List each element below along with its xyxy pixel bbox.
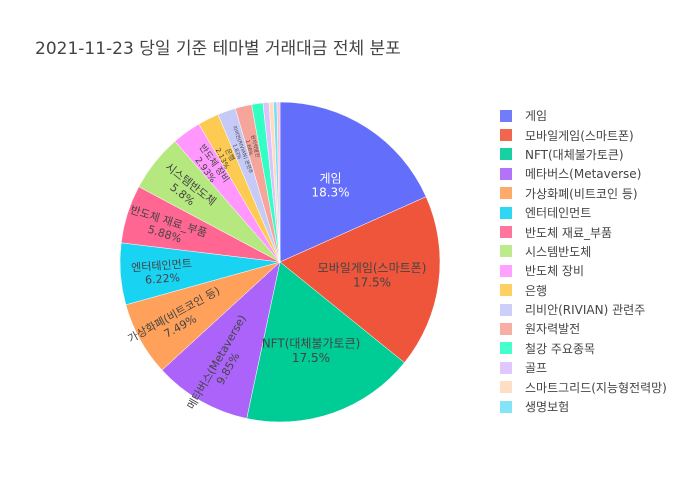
legend-item[interactable]: 시스템반도체 xyxy=(500,242,700,261)
legend-label: 시스템반도체 xyxy=(525,244,592,259)
legend-label: NFT(대체불가토큰) xyxy=(525,147,624,162)
legend-swatch xyxy=(500,148,512,161)
pie-slice[interactable] xyxy=(279,101,427,263)
pie-slices xyxy=(119,101,441,423)
legend-label: 메타버스(Metaverse) xyxy=(525,167,642,182)
legend-swatch xyxy=(500,167,512,180)
legend-label: 반도체 재료_부품 xyxy=(525,225,613,240)
legend-swatch xyxy=(500,322,512,335)
legend-item[interactable]: 리비안(RIVIAN) 관련주 xyxy=(500,300,700,319)
legend-item[interactable]: 스마트그리드(지능형전력망) xyxy=(500,377,700,396)
pie-slice[interactable] xyxy=(246,261,405,423)
legend-item[interactable]: 게임 xyxy=(500,106,700,125)
legend-label: 모바일게임(스마트폰) xyxy=(525,128,634,143)
legend-item[interactable]: 생명보험 xyxy=(500,397,700,416)
legend-swatch xyxy=(500,129,512,142)
legend-item[interactable]: 메타버스(Metaverse) xyxy=(500,164,700,183)
slice-label-pct: 6.22% xyxy=(145,271,181,287)
slice-label-pct: 18.3% xyxy=(311,186,349,200)
legend-swatch xyxy=(500,361,512,374)
legend-label: 스마트그리드(지능형전력망) xyxy=(525,380,667,395)
slice-label-name: NFT(대체불가토큰) xyxy=(262,337,361,351)
legend-swatch xyxy=(500,206,512,219)
legend-swatch xyxy=(500,109,512,122)
legend-label: 은행 xyxy=(525,283,548,298)
legend-item[interactable]: 타이어 xyxy=(500,416,700,420)
legend-item[interactable]: 골프 xyxy=(500,358,700,377)
slice-label-pct: 1.83% xyxy=(231,143,242,160)
legend-item[interactable]: 원자력발전 xyxy=(500,319,700,338)
slice-label-pct: 17.5% xyxy=(353,276,391,290)
legend-label: 생명보험 xyxy=(525,400,570,415)
slice-label: 모바일게임(스마트폰) 17.5% xyxy=(318,261,427,289)
legend-item[interactable]: 가상화폐(비트코인 등) xyxy=(500,184,700,203)
slice-label-name: 게임 xyxy=(319,171,341,185)
slice-label-pct: 17.5% xyxy=(292,351,330,365)
slice-label: 엔터테인먼트6.22% xyxy=(131,257,194,288)
legend-item[interactable]: 엔터테인먼트 xyxy=(500,203,700,222)
slice-label: 게임 18.3% xyxy=(311,171,349,199)
slice-label-name: 엔터테인먼트 xyxy=(131,257,193,275)
pie-slice[interactable] xyxy=(161,261,281,419)
legend-item[interactable]: 모바일게임(스마트폰) xyxy=(500,125,700,144)
legend-label: 타이어 xyxy=(525,417,558,420)
slice-label-pct: 1.66% xyxy=(244,139,254,156)
legend-item[interactable]: NFT(대체불가토큰) xyxy=(500,145,700,164)
legend-item[interactable]: 철강 주요종목 xyxy=(500,339,700,358)
legend-item[interactable]: 반도체 장비 xyxy=(500,261,700,280)
legend-label: 가상화폐(비트코인 등) xyxy=(525,186,638,201)
pie-slice[interactable] xyxy=(279,196,441,363)
slice-label-name: 모바일게임(스마트폰) xyxy=(318,261,427,275)
legend-swatch xyxy=(500,245,512,258)
legend-label: 원자력발전 xyxy=(525,322,581,337)
legend-swatch xyxy=(500,342,512,355)
legend-swatch xyxy=(500,303,512,316)
slice-label: NFT(대체불가토큰) 17.5% xyxy=(262,337,361,365)
legend-label: 리비안(RIVIAN) 관련주 xyxy=(525,303,646,318)
legend-label: 게임 xyxy=(525,109,548,124)
legend-label: 엔터테인먼트 xyxy=(525,206,592,221)
legend-swatch xyxy=(500,284,512,297)
chart-title: 2021-11-23 당일 기준 테마별 거래대금 전체 분포 xyxy=(35,39,401,59)
legend-label: 골프 xyxy=(525,361,548,376)
legend-item[interactable]: 반도체 재료_부품 xyxy=(500,222,700,241)
legend-swatch xyxy=(500,226,512,239)
legend-label: 철강 주요종목 xyxy=(525,341,596,356)
legend-swatch xyxy=(500,187,512,200)
legend-item[interactable]: 은행 xyxy=(500,281,700,300)
legend-swatch xyxy=(500,264,512,277)
legend-swatch xyxy=(500,400,512,413)
legend-label: 반도체 장비 xyxy=(525,264,585,279)
pie-slice[interactable] xyxy=(276,101,281,263)
legend-swatch xyxy=(500,381,512,394)
